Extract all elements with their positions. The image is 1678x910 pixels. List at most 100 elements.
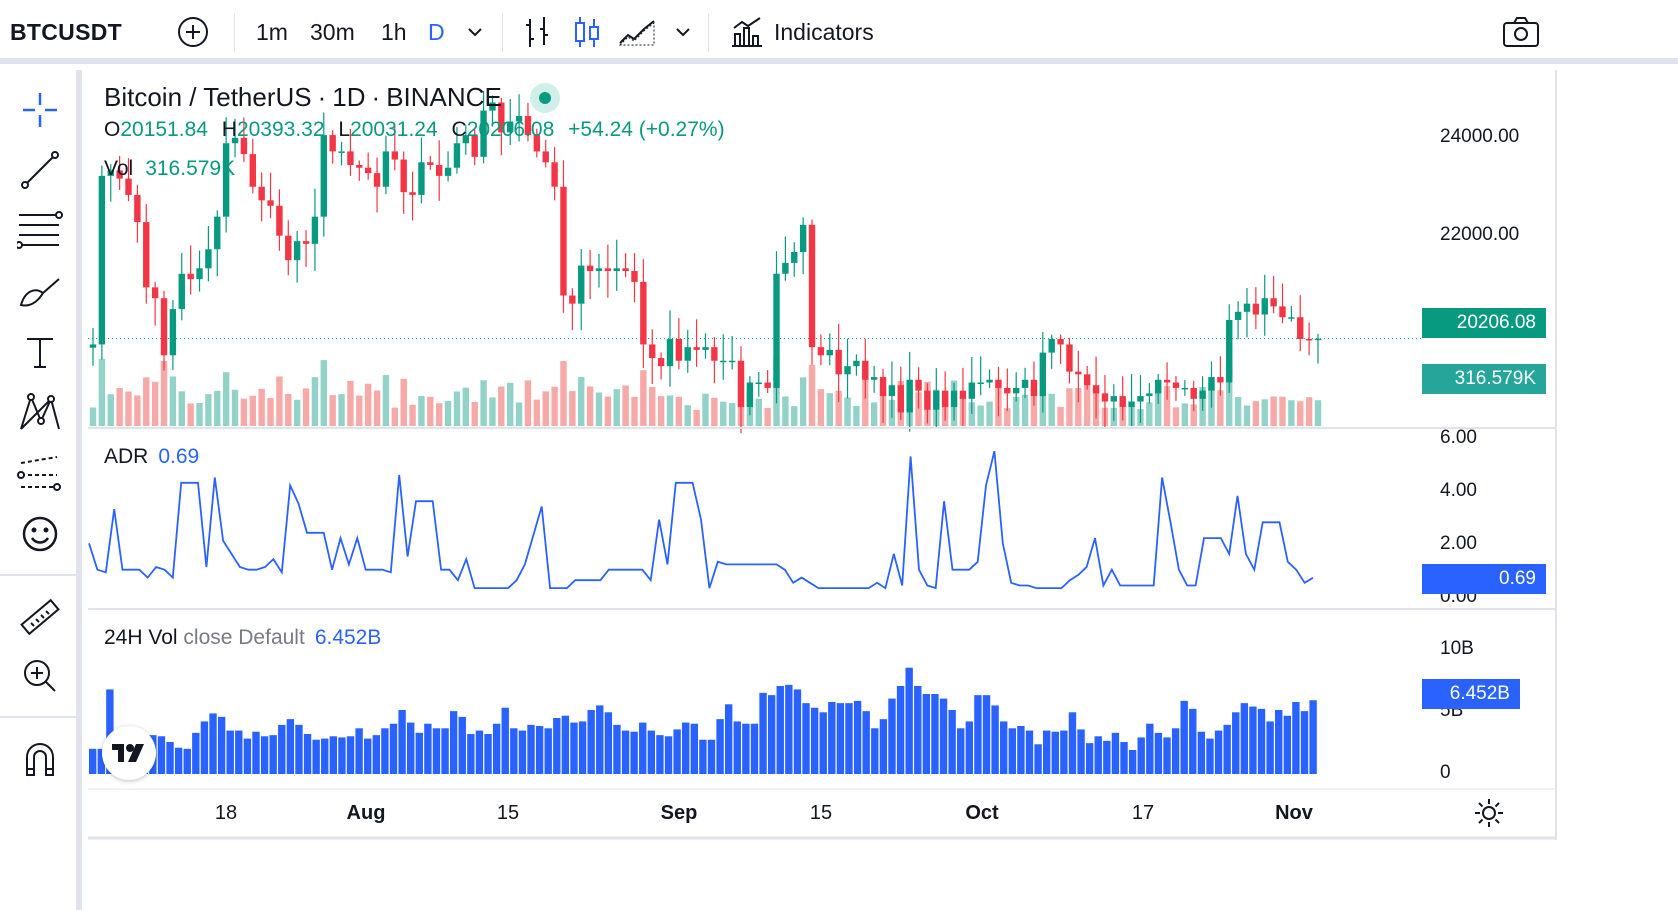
symbol-title: Bitcoin / TetherUS: [104, 82, 312, 112]
zoom-in-icon: [24, 660, 56, 692]
candle-body: [240, 137, 248, 155]
volume-bar: [1243, 405, 1251, 426]
candles-style-button[interactable]: [570, 0, 604, 64]
interval-d[interactable]: D: [428, 18, 445, 45]
candle-body: [356, 165, 363, 168]
vol24-bar: [1214, 730, 1223, 774]
interval-1m[interactable]: 1m: [256, 18, 288, 45]
vol24-bar: [1206, 738, 1214, 774]
volume-bar: [862, 378, 869, 426]
candle-body: [924, 390, 931, 410]
vol24-bar: [1025, 730, 1034, 774]
chevron-down-icon: [468, 28, 482, 37]
volume-bar: [436, 403, 443, 426]
vol24-bar: [1077, 729, 1085, 774]
adr-line: [88, 450, 1314, 590]
adr-legend[interactable]: ADR 0.69: [104, 445, 199, 469]
symbol-search[interactable]: BTCUSDT: [10, 18, 122, 45]
candle-body: [1270, 298, 1277, 307]
x-tick: Aug: [346, 802, 386, 824]
vol24-bar: [1232, 712, 1240, 774]
interval-30m[interactable]: 30m: [310, 18, 355, 45]
volume-bar: [1288, 400, 1295, 426]
vol24-bar: [1068, 712, 1077, 774]
indicators-icon: [732, 17, 762, 47]
bar-style-button[interactable]: [520, 0, 554, 64]
x-tick: Nov: [1275, 802, 1313, 824]
volume-bar: [267, 398, 274, 426]
fib-tool[interactable]: [14, 204, 66, 256]
volume-bar: [1226, 362, 1233, 426]
candle-body: [515, 116, 523, 122]
crosshair-tool[interactable]: [14, 84, 66, 136]
candle-body: [1190, 387, 1197, 399]
pattern-tool[interactable]: [14, 386, 66, 438]
magnet-tool[interactable]: [14, 734, 66, 786]
candle-body: [471, 135, 478, 157]
volume-bar: [480, 380, 487, 426]
zoom-in-tool[interactable]: [14, 650, 66, 702]
vol24-bar: [682, 722, 690, 774]
volume-bar: [1084, 385, 1091, 426]
volume-bar: [107, 394, 114, 426]
volume-bar: [702, 393, 709, 426]
volume-bar: [285, 393, 292, 426]
candle-body: [382, 151, 390, 187]
change-value: +54.24 (+0.27%): [568, 118, 725, 141]
volume-bar: [1030, 389, 1038, 426]
volume-value: 316.579K: [145, 157, 236, 180]
candle-body: [498, 102, 505, 133]
brush-icon: [19, 278, 60, 307]
volume-legend[interactable]: Vol 316.579K: [104, 157, 235, 181]
candle-body: [178, 273, 185, 310]
brush-tool[interactable]: [14, 266, 66, 318]
candle-body: [364, 167, 372, 174]
volume-bar: [622, 385, 629, 426]
trend-line-tool[interactable]: [14, 144, 66, 196]
interval-dropdown[interactable]: [466, 0, 484, 64]
chart-settings-button[interactable]: [1472, 796, 1506, 835]
candle-body: [959, 390, 967, 399]
candle-body: [640, 281, 647, 345]
vol24-bar: [312, 739, 320, 774]
vol24-legend[interactable]: 24H Vol close Default 6.452B: [104, 626, 381, 650]
volume-bar: [507, 382, 514, 426]
legend-interval: 1D: [332, 82, 366, 112]
candle-body: [1243, 303, 1251, 312]
vol24-bar: [776, 686, 784, 774]
add-symbol-button[interactable]: [176, 0, 210, 64]
area-style-button[interactable]: [618, 0, 656, 64]
measure-tool[interactable]: [14, 592, 66, 644]
chart-type-dropdown[interactable]: [674, 0, 692, 64]
text-tool[interactable]: [14, 326, 66, 378]
volume-bar: [693, 409, 700, 426]
vol24-bar: [1257, 708, 1266, 774]
candle-body: [293, 241, 301, 261]
tradingview-logo[interactable]: [102, 726, 156, 780]
vol24-bar: [97, 748, 105, 774]
volume-label: Vol: [104, 157, 134, 180]
x-tick: 15: [809, 802, 833, 824]
adr-tick: 2.00: [1440, 533, 1477, 554]
vol24-bar: [260, 736, 269, 774]
screenshot-button[interactable]: [1502, 0, 1540, 64]
vol24-bar: [174, 747, 183, 774]
candle-body: [285, 235, 292, 261]
legend-dot: ·: [317, 82, 327, 112]
prediction-tool[interactable]: [14, 448, 66, 500]
plus-circle-icon: [178, 17, 208, 47]
indicators-button[interactable]: Indicators: [730, 0, 874, 64]
candle-body: [1092, 385, 1100, 394]
market-status-icon[interactable]: [529, 82, 560, 113]
candle-body: [1234, 311, 1242, 320]
vol24-bar: [1223, 724, 1231, 774]
icon-tool[interactable]: [14, 508, 66, 560]
interval-1h[interactable]: 1h: [381, 18, 407, 45]
candle-body: [1279, 306, 1286, 318]
volume-bar: [853, 406, 860, 426]
vol24-bar: [1163, 737, 1171, 774]
volume-bar: [720, 401, 727, 426]
vol24-bar: [802, 703, 810, 774]
main-legend[interactable]: Bitcoin / TetherUS · 1D · BINANCE: [104, 82, 560, 113]
